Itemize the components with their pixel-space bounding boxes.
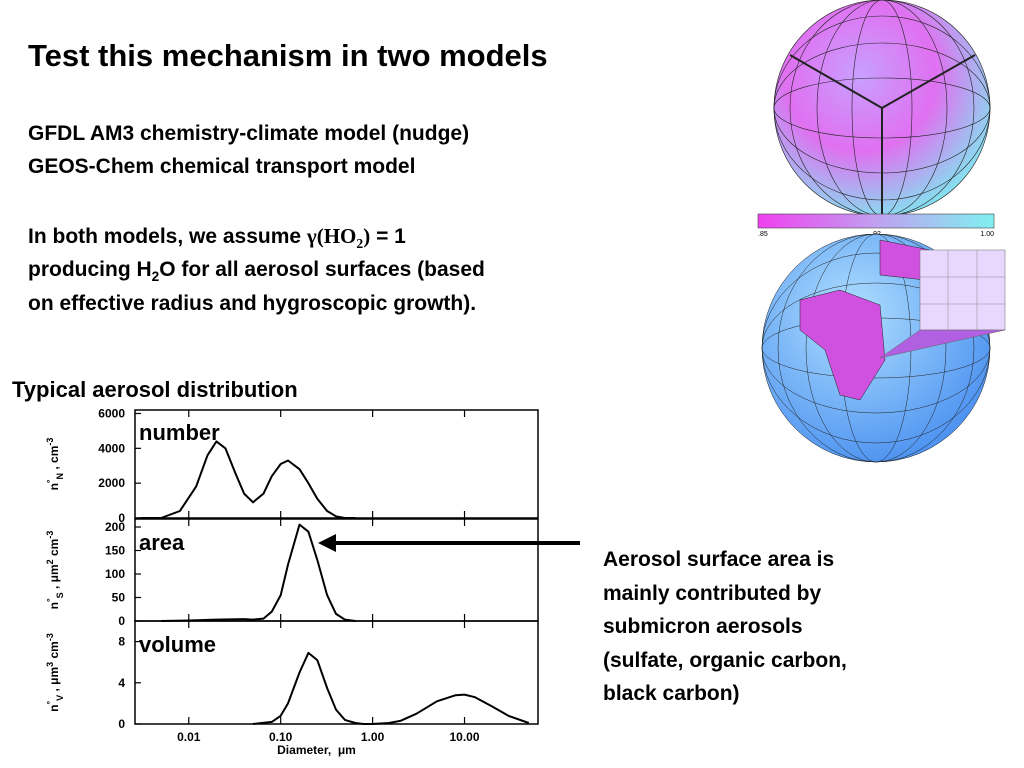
y-tick-label: 2000 — [98, 476, 125, 490]
y-axis-label-part: , cm — [47, 446, 61, 473]
globe-top — [773, 0, 991, 217]
assumption-line: In both models, we assume γ(HO2) = 1 — [28, 224, 406, 251]
plot-frame — [134, 518, 539, 622]
plot-frame — [134, 620, 539, 725]
slide-title: Test this mechanism in two models — [28, 38, 548, 73]
y-tick-label: 4000 — [98, 441, 125, 455]
curve — [140, 440, 356, 519]
y-axis-label-part: , μm — [47, 667, 61, 695]
panel-title: area — [139, 530, 185, 555]
y-axis-label-part: ° — [45, 701, 55, 705]
figure-title: Typical aerosol distribution — [12, 377, 298, 402]
y-tick-label: 6000 — [98, 406, 125, 420]
colorbar-label: .85 — [758, 231, 768, 238]
y-axis-label-part: n — [47, 602, 61, 609]
y-axis-label-part: 2 — [45, 559, 55, 564]
text: O for all aerosol surfaces (based — [159, 258, 485, 281]
model-line: GEOS-Chem chemical transport model — [28, 155, 416, 178]
panel-title: volume — [139, 632, 216, 657]
model-line: GFDL AM3 chemistry-climate model (nudge) — [28, 122, 470, 145]
y-axis-label-part: cm — [47, 641, 61, 662]
x-tick-label: 0.10 — [269, 730, 293, 744]
y-axis-label: n°S , μm2 cm-3 — [45, 531, 65, 610]
y-axis-label-part: n — [47, 483, 61, 490]
subscript: 2 — [356, 235, 364, 251]
annotation-line: black carbon) — [603, 682, 740, 705]
curve — [252, 651, 530, 725]
gamma: γ(HO — [306, 224, 357, 248]
y-axis-label: n°N , cm-3 — [45, 438, 65, 491]
y-axis-label-part: cm — [47, 539, 61, 560]
y-axis-label: n°V , μm3 cm-3 — [45, 633, 65, 712]
y-axis-label-part: N — [55, 473, 65, 480]
annotation-line: (sulfate, organic carbon, — [603, 648, 847, 672]
gamma: ) — [363, 224, 371, 248]
panel-title: number — [139, 420, 220, 445]
y-tick-label: 0 — [118, 614, 125, 628]
y-axis-label-part: S — [55, 592, 65, 598]
text: In both models, we assume — [28, 225, 307, 248]
y-axis-label-part: -3 — [45, 633, 55, 641]
assumption-line: producing H2O for all aerosol surfaces (… — [28, 258, 485, 284]
x-tick-label: 10.00 — [450, 730, 480, 744]
y-tick-label: 0 — [118, 717, 125, 731]
y-tick-label: 4 — [118, 676, 125, 690]
y-tick-label: 8 — [118, 635, 125, 649]
text: producing H — [28, 258, 152, 281]
arrow — [318, 534, 580, 552]
y-tick-label: 100 — [105, 567, 125, 581]
y-axis-label-part: -3 — [45, 531, 55, 539]
y-tick-label: 50 — [112, 590, 126, 604]
y-axis-label-part: n — [47, 705, 61, 712]
assumption-line: on effective radius and hygroscopic grow… — [28, 292, 477, 315]
y-tick-label: 150 — [105, 543, 125, 557]
annotation-line: Aerosol surface area is — [603, 548, 835, 571]
x-tick-label: 1.00 — [361, 730, 385, 744]
annotation-line: mainly contributed by — [603, 581, 822, 605]
y-axis-label-part: , μm — [47, 564, 61, 592]
colorbar-label: 1.00 — [980, 231, 994, 238]
y-axis-label-part: -3 — [45, 438, 55, 446]
y-axis-label-part: V — [55, 695, 65, 701]
plot-frame — [134, 409, 539, 519]
subscript: 2 — [151, 268, 160, 284]
x-axis-label: Diameter, μm — [277, 743, 356, 757]
annotation-line: submicron aerosols — [603, 615, 803, 638]
x-tick-label: 0.01 — [177, 730, 201, 744]
y-axis-label-part: 3 — [45, 662, 55, 667]
y-tick-label: 0 — [118, 511, 125, 525]
y-axis-label-part: ° — [45, 598, 55, 602]
globe-bottom — [761, 233, 1006, 463]
curve — [161, 523, 356, 622]
text: = 1 — [370, 225, 406, 248]
y-axis-label-part: ° — [45, 479, 55, 483]
y-tick-label: 200 — [105, 520, 125, 534]
